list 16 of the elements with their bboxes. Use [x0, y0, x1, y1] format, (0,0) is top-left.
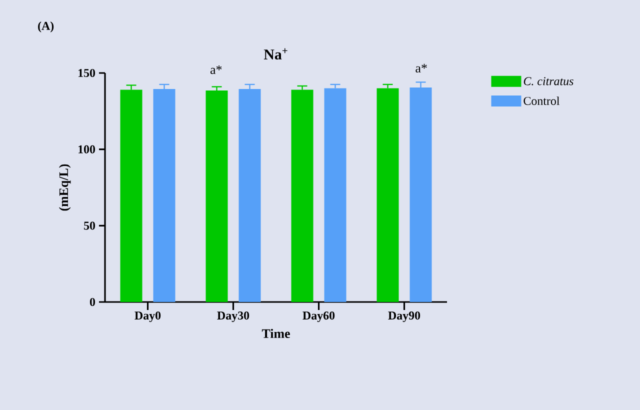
y-tick-label: 100: [78, 145, 96, 154]
x-tick-label: Day30: [217, 312, 250, 322]
text: (A): [38, 22, 54, 32]
x-tick-label: Day0: [134, 312, 161, 322]
x-axis-title: Time: [262, 328, 290, 338]
y-tick-label: 50: [84, 222, 96, 230]
legend-label: Control: [524, 96, 560, 105]
x-tick-label: Day90: [388, 312, 420, 322]
x-tick-label: Day60: [302, 312, 335, 322]
y-tick-label: 0: [90, 298, 96, 306]
annotation: a*: [210, 65, 222, 74]
legend-label: C. citratus: [524, 77, 574, 86]
y-tick-label: 150: [78, 68, 96, 78]
text: a*: [416, 64, 427, 73]
y-axis-title: (mEq/L): [58, 164, 71, 211]
chart-title: Na$^{+}$: [264, 48, 288, 60]
